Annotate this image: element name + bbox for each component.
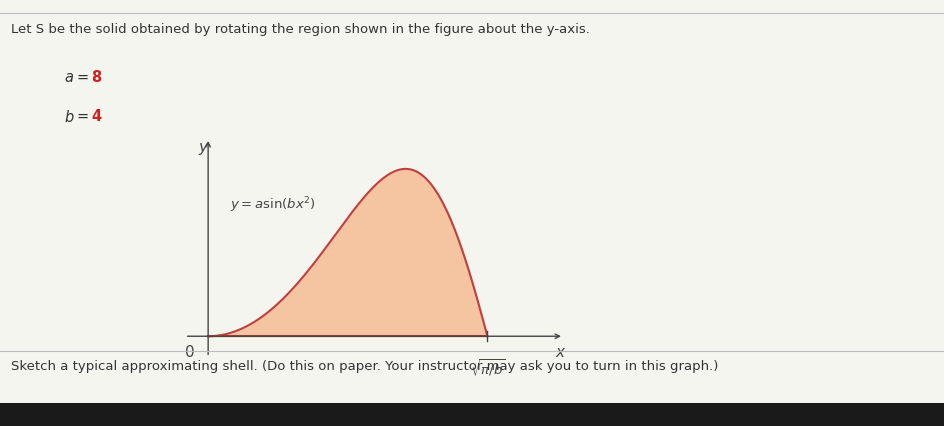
Text: x: x <box>556 345 565 360</box>
Text: Let S be the solid obtained by rotating the region shown in the figure about the: Let S be the solid obtained by rotating … <box>11 23 590 37</box>
Text: $\sqrt{\pi/b}$: $\sqrt{\pi/b}$ <box>470 358 505 379</box>
Text: 8: 8 <box>92 70 102 85</box>
Text: =: = <box>77 109 94 124</box>
Text: Sketch a typical approximating shell. (Do this on paper. Your instructor may ask: Sketch a typical approximating shell. (D… <box>11 360 718 373</box>
Text: =: = <box>77 70 94 85</box>
Text: 0: 0 <box>185 345 194 360</box>
Text: $b$: $b$ <box>64 109 75 125</box>
Text: y: y <box>198 140 208 155</box>
Text: 4: 4 <box>92 109 102 124</box>
Text: $a$: $a$ <box>64 70 75 85</box>
Text: $y = a\sin(bx^2)$: $y = a\sin(bx^2)$ <box>230 196 316 216</box>
